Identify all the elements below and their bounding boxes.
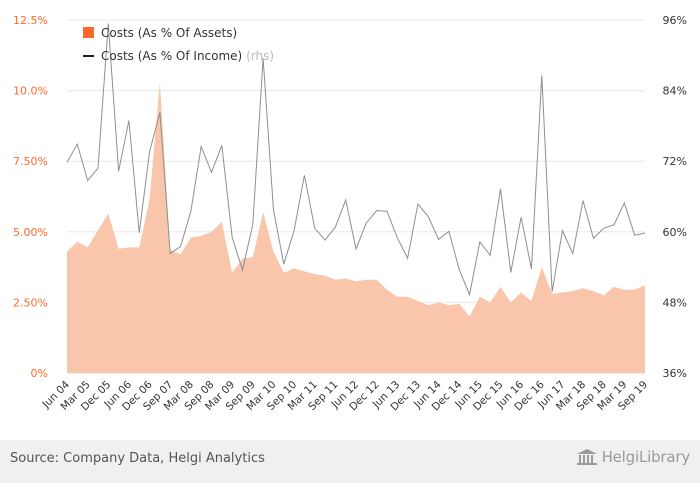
right-tick-label: 36% xyxy=(663,367,687,380)
footer: Source: Company Data, Helgi Analytics He… xyxy=(0,440,700,483)
legend-rhs-note: (rhs) xyxy=(246,49,274,63)
source-note: Source: Company Data, Helgi Analytics xyxy=(10,451,265,466)
right-axis: 36% 48% 60% 72% 84% 96% xyxy=(663,14,687,380)
brand-logo[interactable]: HelgiLibrary xyxy=(576,448,690,466)
income-line-series xyxy=(66,23,646,297)
brand-name: HelgiLibrary xyxy=(601,448,691,466)
left-tick-label: 7.50% xyxy=(13,155,48,168)
assets-area xyxy=(67,82,645,373)
legend-swatch-income xyxy=(83,55,94,57)
left-tick-label: 2.50% xyxy=(13,296,48,309)
chart-area: 0% 2.50% 5.00% 7.50% 10.0% 12.5% 36% 48% 60% 72%… xyxy=(13,14,687,413)
legend-label-assets: Costs (As % Of Assets) xyxy=(101,26,237,40)
right-tick-label: 72% xyxy=(663,155,687,168)
legend: Costs (As % Of Assets) Costs (As % Of In… xyxy=(83,26,274,63)
right-tick-label: 84% xyxy=(663,85,687,98)
left-tick-label: 0% xyxy=(31,367,48,380)
left-tick-label: 12.5% xyxy=(13,14,48,27)
left-axis: 0% 2.50% 5.00% 7.50% 10.0% 12.5% xyxy=(13,14,48,380)
left-tick-label: 5.00% xyxy=(13,226,48,239)
right-tick-label: 48% xyxy=(663,296,687,309)
left-tick-label: 10.0% xyxy=(13,85,48,98)
legend-label-income: Costs (As % Of Income) (rhs) xyxy=(101,49,274,63)
assets-area-series xyxy=(67,82,645,373)
right-tick-label: 60% xyxy=(663,226,687,239)
right-tick-label: 96% xyxy=(663,14,687,27)
chart: 0% 2.50% 5.00% 7.50% 10.0% 12.5% 36% 48% 60% 72%… xyxy=(13,14,687,413)
income-line xyxy=(66,23,646,297)
legend-label-income-text: Costs (As % Of Income) xyxy=(101,49,242,63)
legend-swatch-assets xyxy=(83,27,94,38)
library-building-icon xyxy=(576,449,597,465)
